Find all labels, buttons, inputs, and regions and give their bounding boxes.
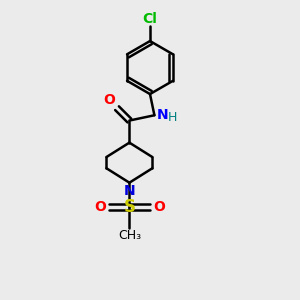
Text: Cl: Cl xyxy=(142,12,158,26)
Text: N: N xyxy=(157,108,168,122)
Text: O: O xyxy=(103,93,115,107)
Text: O: O xyxy=(153,200,165,214)
Text: N: N xyxy=(124,184,135,198)
Text: CH₃: CH₃ xyxy=(118,230,141,242)
Text: O: O xyxy=(94,200,106,214)
Text: S: S xyxy=(123,198,135,216)
Text: H: H xyxy=(168,111,177,124)
